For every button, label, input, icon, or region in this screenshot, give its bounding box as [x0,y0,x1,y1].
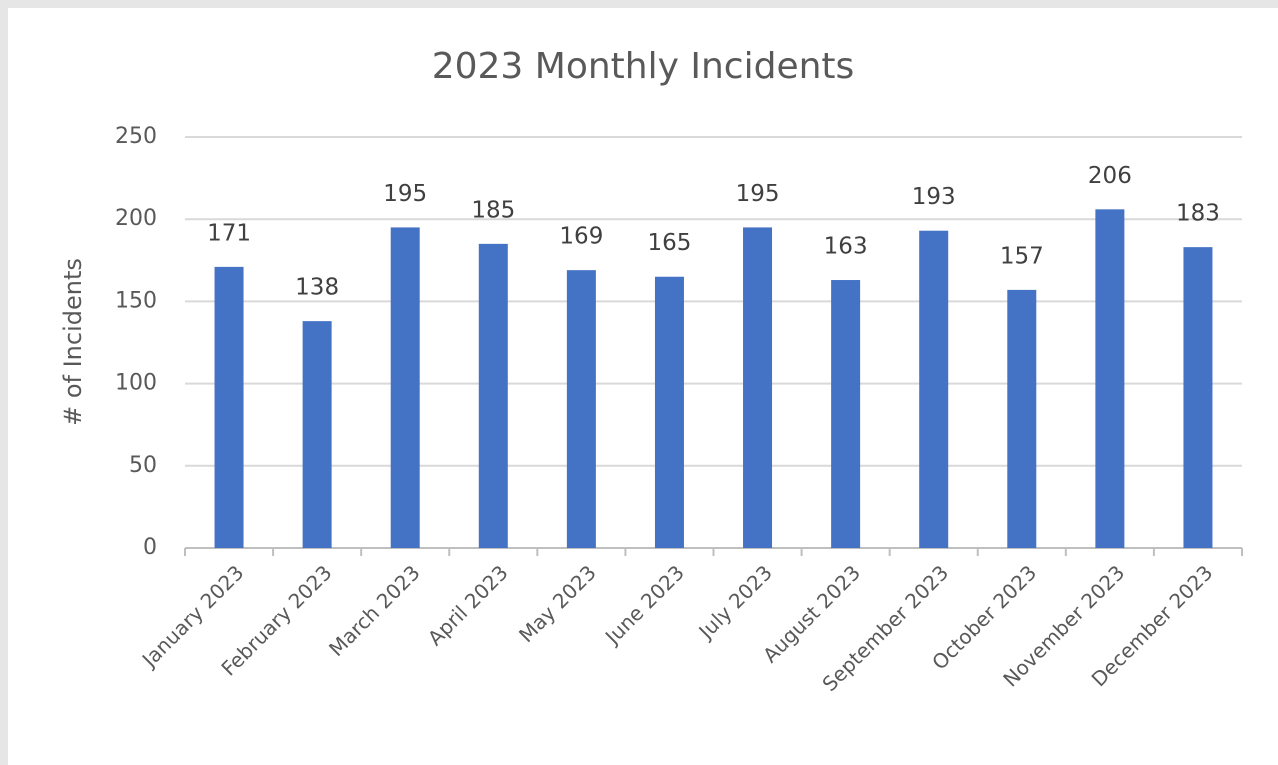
bar [302,321,332,548]
bar [1183,247,1213,548]
bar [390,227,420,549]
data-label: 157 [1000,243,1044,269]
y-tick-label: 200 [115,206,157,231]
y-tick-label: 250 [115,124,157,149]
data-label: 169 [559,224,603,250]
bar [214,266,244,548]
bar [919,230,949,548]
data-label: 193 [912,184,956,210]
bar [654,276,684,548]
y-tick-label: 100 [115,371,157,396]
bar [831,280,861,548]
data-label: 195 [383,181,427,207]
data-label: 195 [736,181,780,207]
data-label: 185 [471,197,515,223]
bar [566,270,596,548]
data-label: 183 [1176,201,1220,227]
bar [478,243,508,549]
y-tick-label: 50 [129,453,157,478]
data-label: 138 [295,275,339,301]
bar [1095,209,1125,548]
chart-background [8,8,1278,765]
y-tick-label: 150 [115,288,157,313]
bar [743,227,773,549]
data-label: 165 [648,230,692,256]
y-tick-label: 0 [143,535,157,560]
data-label: 163 [824,234,868,260]
chart-title: 2023 Monthly Incidents [432,46,855,87]
data-label: 206 [1088,163,1132,189]
bar [1007,289,1037,548]
y-axis-label: # of Incidents [59,258,87,426]
data-label: 171 [207,220,251,246]
